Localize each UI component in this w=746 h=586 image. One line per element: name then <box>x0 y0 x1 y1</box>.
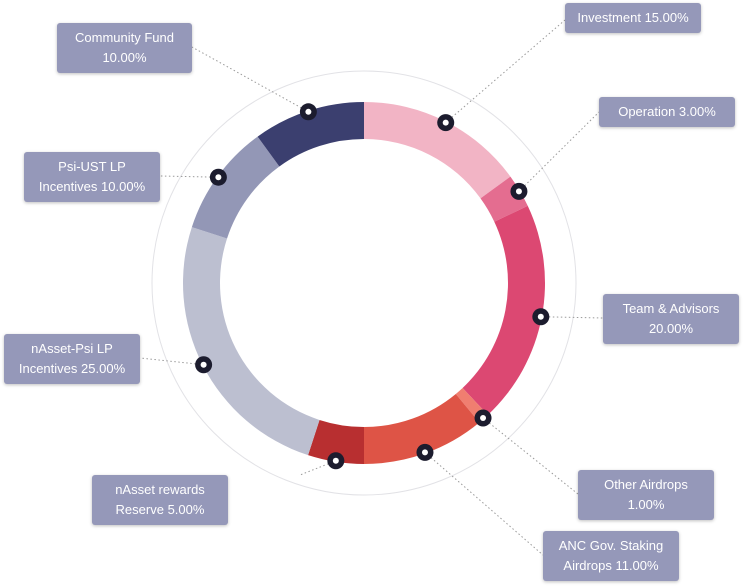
label-value: 11.00% <box>615 558 659 573</box>
label-name: Operation <box>618 104 676 119</box>
marker-dot-center <box>215 174 222 181</box>
label-name: nAsset rewards Reserve <box>115 482 205 517</box>
label-value: 1.00% <box>627 497 665 512</box>
label-value: 10.00% <box>101 179 146 194</box>
leader-line <box>518 111 600 192</box>
label-name: Community Fund <box>75 30 174 45</box>
label-value: 3.00% <box>678 104 716 119</box>
label-box: nAsset rewards Reserve 5.00% <box>92 475 228 525</box>
label-name: nAsset-Psi LP Incentives <box>18 341 113 376</box>
outer-guide <box>151 70 577 496</box>
marker-dot-center <box>200 361 207 368</box>
label-value: 20.00% <box>648 321 694 336</box>
leader-line <box>299 460 337 476</box>
label-box: Community Fund 10.00% <box>57 23 192 73</box>
leader-line <box>191 46 309 113</box>
label-box: Investment 15.00% <box>565 3 701 33</box>
marker-dot-center <box>421 449 428 456</box>
label-value: 15.00% <box>644 10 689 25</box>
marker-dot-center <box>442 119 449 126</box>
label-name: Team & Advisors <box>622 301 720 316</box>
label-name: Psi-UST LP Incentives <box>38 159 126 194</box>
label-box: Team & Advisors 20.00% <box>603 294 739 344</box>
label-name: Investment <box>577 10 641 25</box>
leader-line <box>445 19 566 123</box>
donut-segment <box>462 205 545 415</box>
donut-segment <box>308 419 364 464</box>
label-name: Other Airdrops <box>604 477 688 492</box>
leader-line <box>540 316 604 319</box>
leader-line <box>159 175 219 178</box>
marker-dot-center <box>537 313 544 320</box>
label-box: Operation 3.00% <box>599 97 735 127</box>
label-value: 25.00% <box>81 361 126 376</box>
label-box: Psi-UST LP Incentives 10.00% <box>24 152 160 202</box>
label-box: Other Airdrops 1.00% <box>578 470 714 520</box>
marker-dot-center <box>332 457 339 464</box>
label-value: 5.00% <box>167 502 205 517</box>
donut-segment <box>191 136 280 239</box>
marker-dot-center <box>305 108 312 115</box>
donut-segment <box>182 227 320 456</box>
label-value: 10.00% <box>102 50 147 65</box>
marker-dot-center <box>515 188 522 195</box>
donut-segment <box>257 102 364 167</box>
label-name: ANC Gov. Staking Airdrops <box>558 538 664 573</box>
label-box: ANC Gov. Staking Airdrops 11.00% <box>543 531 679 581</box>
leader-line <box>482 417 579 495</box>
donut-segment <box>364 393 480 464</box>
label-box: nAsset-Psi LP Incentives 25.00% <box>4 334 140 384</box>
leader-line <box>424 451 544 556</box>
donut-segment <box>364 102 511 199</box>
leader-line <box>139 357 204 366</box>
marker-dot-center <box>480 415 487 422</box>
